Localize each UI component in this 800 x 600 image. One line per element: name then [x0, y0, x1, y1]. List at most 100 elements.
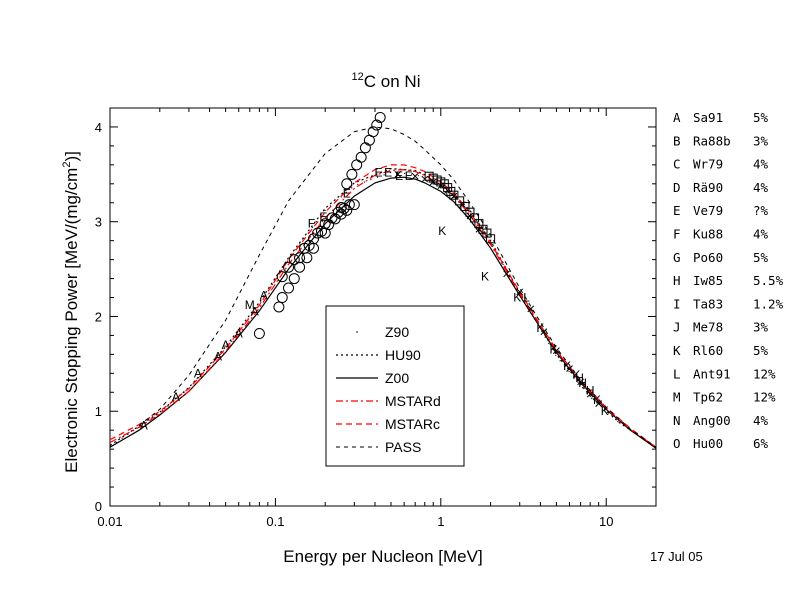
data-point-letter-k: K: [549, 343, 557, 357]
reference-name: Rä90: [693, 180, 723, 195]
data-point-cross: [586, 390, 594, 398]
reference-error: 4%: [753, 180, 769, 195]
y-tick-label: 1: [95, 404, 102, 419]
reference-entry-e: E Ve79?%: [673, 203, 769, 218]
reference-entry-a: A Sa91 5%: [673, 110, 769, 125]
reference-error: 5%: [753, 250, 769, 265]
data-point-circle: [371, 119, 383, 131]
reference-entry-j: J Me78 3%: [673, 320, 769, 335]
data-point-circle: [288, 254, 300, 266]
reference-code: B: [673, 133, 681, 148]
data-point-letter-k: K: [438, 224, 446, 238]
data-point-cross: [527, 305, 535, 313]
legend-label-z00: Z00: [385, 370, 409, 386]
data-point-letter-h: H: [578, 376, 587, 390]
data-point-circle: [374, 111, 386, 123]
reference-code: I: [673, 296, 681, 311]
data-point-letter-a: A: [235, 327, 243, 341]
data-point-cross: [411, 172, 419, 180]
axis-ticks: 0.01 0.1 1 10 0 1 2 3 4: [95, 108, 657, 529]
data-point-letter-e: E: [319, 210, 327, 224]
reference-code: N: [673, 413, 681, 428]
reference-error: 12%: [753, 366, 776, 381]
data-point-circle: [323, 219, 335, 231]
data-point-circle: [276, 292, 288, 304]
reference-error: 5%: [753, 343, 769, 358]
data-point-letter-h: H: [575, 371, 584, 385]
data-point-letter-a: A: [140, 418, 148, 432]
y-tick-label: 2: [95, 309, 102, 324]
data-point-letter-k: K: [563, 359, 571, 373]
data-point-cross: [553, 347, 560, 354]
data-point-circle: [367, 126, 379, 138]
legend-label-z90: Z90: [385, 324, 409, 340]
data-point-cross: [450, 192, 458, 200]
y-tick-label: 0: [95, 499, 102, 514]
data-point-letter-a: A: [260, 289, 268, 303]
data-point-letter-a: A: [172, 390, 180, 404]
reference-error: 6%: [753, 436, 769, 451]
title-main: C on Ni: [364, 72, 421, 91]
reference-entry-d: D Rä90 4%: [673, 180, 769, 195]
data-point-letter-a: A: [194, 366, 202, 380]
reference-error: 3%: [753, 320, 769, 335]
reference-code: J: [673, 320, 681, 335]
data-point-letter-e: E: [384, 165, 392, 179]
data-point-circle: [351, 159, 363, 171]
data-point-letter-k: K: [481, 270, 489, 284]
reference-code: E: [673, 203, 681, 218]
data-point-circle: [343, 199, 355, 211]
reference-entry-n: N Ang00 4%: [673, 413, 769, 428]
data-point-letter-a: A: [222, 338, 230, 352]
data-point-cross: [421, 175, 429, 183]
title-superscript: 12: [352, 71, 364, 83]
legend-swatch-z90: [356, 331, 358, 333]
data-point-circle: [282, 282, 294, 294]
data-point-circle: [359, 142, 371, 154]
series-line-pass: [138, 126, 657, 448]
y-axis-title: Electronic Stopping Power [MeV/(mg/cm2)]: [61, 151, 81, 473]
legend-box: [325, 305, 465, 467]
data-point-circle: [335, 208, 347, 220]
data-point-letter-e: E: [374, 165, 382, 179]
reference-error: 3%: [753, 133, 769, 148]
data-point-circle: [273, 301, 285, 313]
reference-code: F: [673, 227, 681, 242]
reference-error: 5%: [753, 110, 769, 125]
reference-name: Ku88: [693, 227, 723, 242]
reference-name: Rl60: [693, 343, 723, 358]
legend-label-pass: PASS: [385, 439, 421, 455]
reference-error: ?%: [753, 203, 769, 218]
data-point-circle: [294, 261, 306, 273]
x-tick-label: 0.1: [266, 514, 284, 529]
reference-name: Ra88b: [693, 133, 731, 148]
data-point-circle: [355, 151, 367, 163]
data-point-circle: [348, 199, 360, 211]
reference-name: Ant91: [693, 366, 731, 381]
reference-code: A: [673, 110, 681, 125]
data-point-circle: [253, 328, 265, 340]
reference-code: K: [673, 343, 681, 358]
reference-code: M: [673, 390, 681, 405]
y-tick-label: 3: [95, 215, 102, 230]
data-point-letter-e: E: [343, 186, 351, 200]
chart-title: 12C on Ni: [352, 71, 421, 91]
reference-entry-i: I Ta83 1.2%: [673, 296, 784, 311]
reference-entry-c: C Wr79 4%: [673, 157, 769, 172]
y-axis-title-sup: 2: [61, 162, 73, 168]
series-line-mstard: [109, 168, 657, 448]
series-line-hu90: [109, 167, 657, 448]
y-axis-title-pre: Electronic Stopping Power [MeV/(mg/cm: [62, 168, 81, 473]
reference-list: A Sa91 5% B Ra88b 3% C Wr79 4% D Rä90 4% E Ve79 ?% F Ku8…: [673, 110, 784, 451]
data-point-cross: [475, 225, 483, 233]
reference-error: 4%: [753, 413, 769, 428]
reference-name: Wr79: [693, 157, 723, 172]
reference-name: Me78: [693, 320, 723, 335]
y-axis-title-post: )]: [62, 151, 81, 161]
reference-name: Po60: [693, 250, 723, 265]
data-point-cross: [595, 400, 602, 408]
reference-code: D: [673, 180, 681, 195]
data-point-letter-k: K: [513, 291, 521, 305]
reference-error: 12%: [753, 390, 776, 405]
